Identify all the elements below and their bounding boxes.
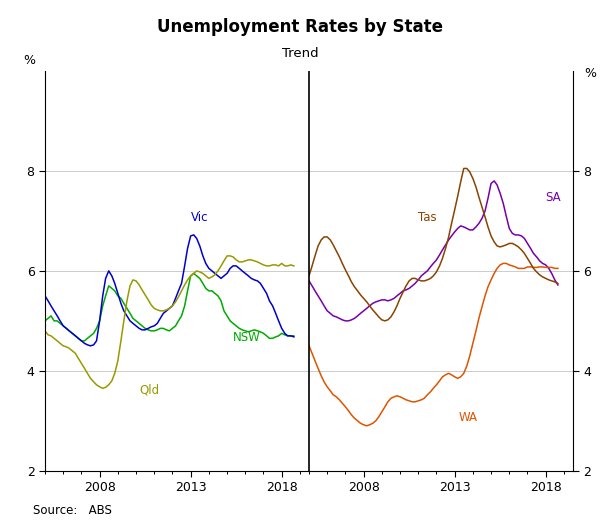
- Y-axis label: %: %: [584, 67, 596, 80]
- Text: Tas: Tas: [418, 211, 437, 224]
- Text: WA: WA: [458, 411, 477, 424]
- Text: Source:   ABS: Source: ABS: [33, 503, 112, 517]
- Text: Qld: Qld: [140, 383, 160, 396]
- Text: SA: SA: [545, 191, 562, 204]
- Y-axis label: %: %: [23, 54, 35, 67]
- Text: Unemployment Rates by State: Unemployment Rates by State: [157, 18, 443, 36]
- Text: Vic: Vic: [191, 211, 208, 224]
- Text: Trend: Trend: [281, 47, 319, 60]
- Text: NSW: NSW: [233, 331, 260, 344]
